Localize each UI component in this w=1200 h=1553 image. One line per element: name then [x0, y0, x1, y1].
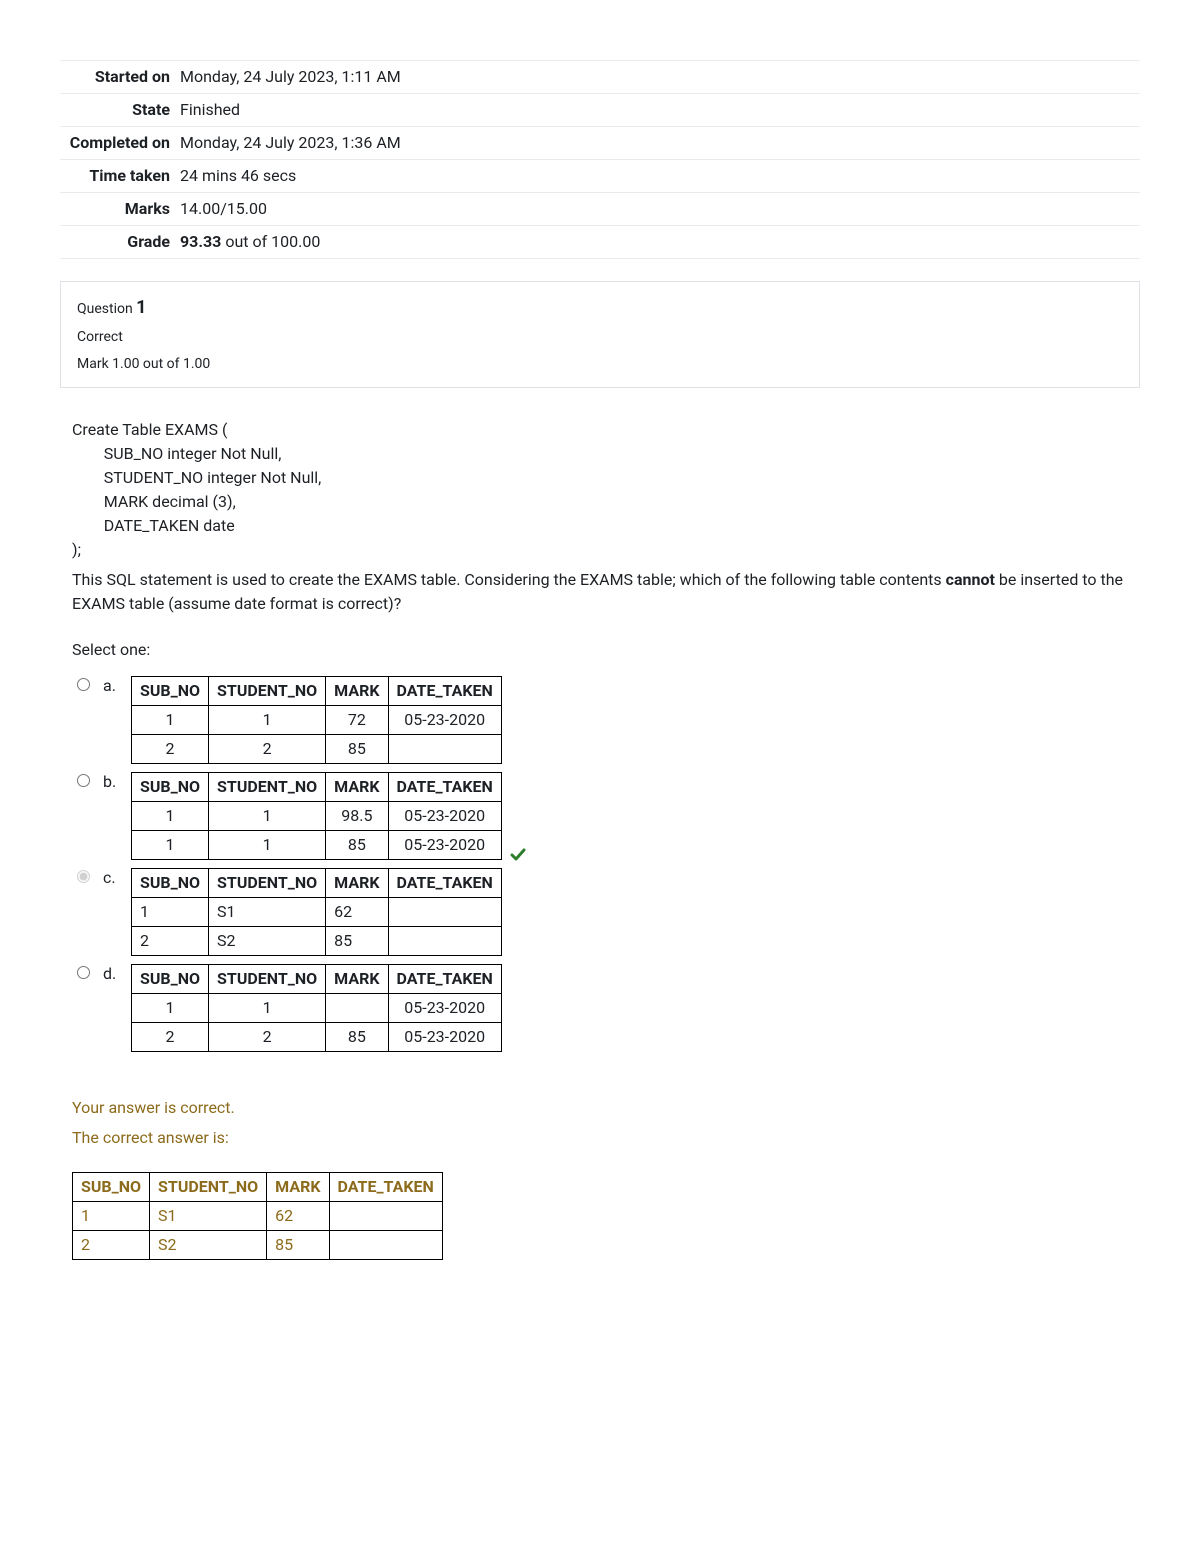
option-d-radio[interactable]: [77, 966, 90, 979]
table-row: 1 1 05-23-2020: [132, 994, 502, 1023]
summary-value: 24 mins 46 secs: [180, 160, 1140, 193]
th-datetaken: DATE_TAKEN: [388, 773, 501, 802]
correct-check-icon: [510, 844, 526, 871]
table-row: 1 1 85 05-23-2020: [132, 831, 502, 860]
option-c-table: SUB_NO STUDENT_NO MARK DATE_TAKEN 1 S1 6…: [131, 868, 502, 956]
th-studentno: STUDENT_NO: [209, 965, 326, 994]
th-datetaken: DATE_TAKEN: [388, 869, 501, 898]
feedback-answer-table: SUB_NO STUDENT_NO MARK DATE_TAKEN 1 S1 6…: [72, 1172, 443, 1260]
th-mark: MARK: [326, 869, 388, 898]
table-header-row: SUB_NO STUDENT_NO MARK DATE_TAKEN: [73, 1173, 443, 1202]
summary-value: Monday, 24 July 2023, 1:11 AM: [180, 61, 1140, 94]
summary-label: Started on: [60, 61, 180, 94]
summary-row-started: Started on Monday, 24 July 2023, 1:11 AM: [60, 61, 1140, 94]
option-c-radio[interactable]: [77, 870, 90, 883]
th-studentno: STUDENT_NO: [209, 677, 326, 706]
question-title: Question 1: [77, 294, 1123, 321]
option-b: b. SUB_NO STUDENT_NO MARK DATE_TAKEN 1 1…: [72, 770, 1128, 860]
summary-value: Monday, 24 July 2023, 1:36 AM: [180, 127, 1140, 160]
question-status: Correct: [77, 327, 1123, 348]
prompt-pre: This SQL statement is used to create the…: [72, 570, 946, 589]
summary-value: Finished: [180, 94, 1140, 127]
option-c-content: SUB_NO STUDENT_NO MARK DATE_TAKEN 1 S1 6…: [131, 866, 502, 956]
th-studentno: STUDENT_NO: [150, 1173, 267, 1202]
table-row: 2 S2 85: [73, 1231, 443, 1260]
th-mark: MARK: [267, 1173, 329, 1202]
option-a-label: a.: [103, 674, 121, 698]
summary-label: Time taken: [60, 160, 180, 193]
attempt-summary-table: Started on Monday, 24 July 2023, 1:11 AM…: [60, 60, 1140, 259]
th-mark: MARK: [326, 965, 388, 994]
th-studentno: STUDENT_NO: [209, 869, 326, 898]
summary-value: 14.00/15.00: [180, 193, 1140, 226]
th-subno: SUB_NO: [132, 869, 209, 898]
option-b-radio[interactable]: [77, 774, 90, 787]
table-row: 2 2 85: [132, 735, 502, 764]
summary-label: Grade: [60, 226, 180, 259]
th-subno: SUB_NO: [132, 773, 209, 802]
th-mark: MARK: [326, 773, 388, 802]
feedback-answer-label: The correct answer is:: [72, 1126, 1128, 1150]
summary-row-state: State Finished: [60, 94, 1140, 127]
sql-code-block: Create Table EXAMS ( SUB_NO integer Not …: [72, 418, 1128, 562]
th-subno: SUB_NO: [132, 677, 209, 706]
option-c: c. SUB_NO STUDENT_NO MARK DATE_TAKEN 1 S…: [72, 866, 1128, 956]
table-header-row: SUB_NO STUDENT_NO MARK DATE_TAKEN: [132, 677, 502, 706]
th-datetaken: DATE_TAKEN: [388, 677, 501, 706]
option-a: a. SUB_NO STUDENT_NO MARK DATE_TAKEN 1 1…: [72, 674, 1128, 764]
option-d-table: SUB_NO STUDENT_NO MARK DATE_TAKEN 1 1 05…: [131, 964, 502, 1052]
summary-row-completed: Completed on Monday, 24 July 2023, 1:36 …: [60, 127, 1140, 160]
th-subno: SUB_NO: [73, 1173, 150, 1202]
table-row: 1 S1 62: [132, 898, 502, 927]
th-datetaken: DATE_TAKEN: [388, 965, 501, 994]
option-d-content: SUB_NO STUDENT_NO MARK DATE_TAKEN 1 1 05…: [131, 962, 502, 1052]
th-mark: MARK: [326, 677, 388, 706]
option-b-label: b.: [103, 770, 121, 794]
summary-value: 93.33 out of 100.00: [180, 226, 1140, 259]
summary-label: Marks: [60, 193, 180, 226]
th-studentno: STUDENT_NO: [209, 773, 326, 802]
option-b-content: SUB_NO STUDENT_NO MARK DATE_TAKEN 1 1 98…: [131, 770, 502, 860]
select-one-label: Select one:: [72, 638, 1128, 662]
feedback-block: Your answer is correct. The correct answ…: [72, 1096, 1128, 1260]
table-row: 2 2 85 05-23-2020: [132, 1023, 502, 1052]
prompt-bold: cannot: [946, 570, 995, 589]
summary-row-time-taken: Time taken 24 mins 46 secs: [60, 160, 1140, 193]
th-datetaken: DATE_TAKEN: [329, 1173, 442, 1202]
table-row: 2 S2 85: [132, 927, 502, 956]
summary-label: Completed on: [60, 127, 180, 160]
grade-value-rest: out of 100.00: [221, 232, 320, 251]
table-header-row: SUB_NO STUDENT_NO MARK DATE_TAKEN: [132, 773, 502, 802]
table-header-row: SUB_NO STUDENT_NO MARK DATE_TAKEN: [132, 965, 502, 994]
summary-label: State: [60, 94, 180, 127]
grade-value-bold: 93.33: [180, 232, 221, 251]
option-a-content: SUB_NO STUDENT_NO MARK DATE_TAKEN 1 1 72…: [131, 674, 502, 764]
table-row: 1 1 72 05-23-2020: [132, 706, 502, 735]
option-d: d. SUB_NO STUDENT_NO MARK DATE_TAKEN 1 1…: [72, 962, 1128, 1052]
option-d-label: d.: [103, 962, 121, 986]
question-number: 1: [136, 297, 146, 318]
option-a-table: SUB_NO STUDENT_NO MARK DATE_TAKEN 1 1 72…: [131, 676, 502, 764]
question-label: Question: [77, 301, 136, 317]
question-marks: Mark 1.00 out of 1.00: [77, 354, 1123, 375]
option-b-table: SUB_NO STUDENT_NO MARK DATE_TAKEN 1 1 98…: [131, 772, 502, 860]
option-a-radio[interactable]: [77, 678, 90, 691]
table-row: 1 S1 62: [73, 1202, 443, 1231]
table-header-row: SUB_NO STUDENT_NO MARK DATE_TAKEN: [132, 869, 502, 898]
summary-row-grade: Grade 93.33 out of 100.00: [60, 226, 1140, 259]
summary-row-marks: Marks 14.00/15.00: [60, 193, 1140, 226]
option-c-label: c.: [103, 866, 121, 890]
question-body: Create Table EXAMS ( SUB_NO integer Not …: [60, 406, 1140, 1272]
question-prompt: This SQL statement is used to create the…: [72, 568, 1128, 616]
th-subno: SUB_NO: [132, 965, 209, 994]
question-header-box: Question 1 Correct Mark 1.00 out of 1.00: [60, 281, 1140, 388]
feedback-correct-line: Your answer is correct.: [72, 1096, 1128, 1120]
table-row: 1 1 98.5 05-23-2020: [132, 802, 502, 831]
